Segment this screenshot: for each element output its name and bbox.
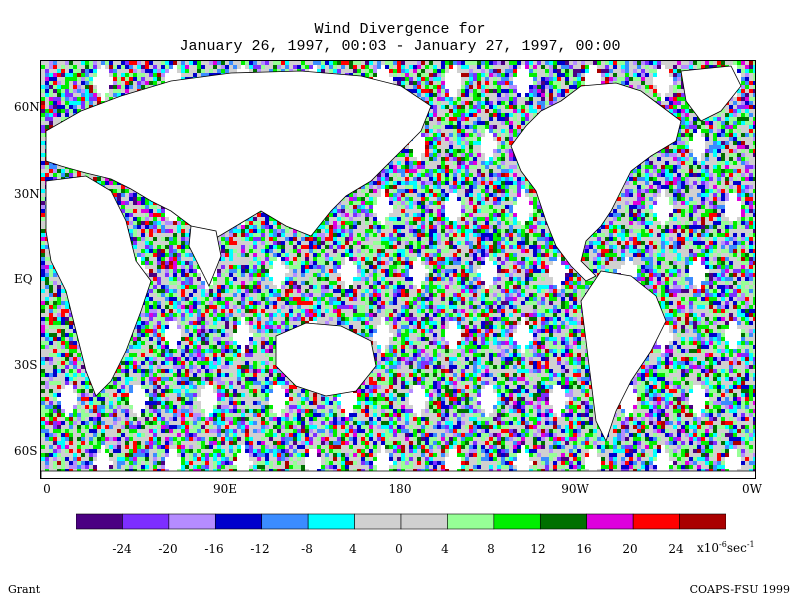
lon-label-0: 0 [43,482,51,496]
africa-outline [45,175,152,397]
scale-swatch [307,513,355,530]
lat-label-30s: 30S [14,358,38,372]
continent-outlines [41,65,755,478]
scale-swatch [493,513,541,530]
units-base: x10 [697,541,720,555]
scale-swatch [76,513,123,530]
scale-tick-label: 12 [530,542,546,556]
scale-tick-label: -24 [112,542,132,556]
organization-credit: COAPS-FSU 1999 [689,583,790,596]
lon-label-180: 180 [388,482,412,496]
scale-swatch [447,513,495,530]
scale-swatch [168,513,216,530]
lat-label-60n: 60N [14,100,40,114]
lat-label-60s: 60S [14,444,38,458]
lon-label-0w: 0W [742,482,762,496]
australia-outline [275,322,377,397]
scale-tick-label: 8 [487,542,495,556]
scale-tick-label: 4 [349,542,357,556]
map-title-line-1: Wind Divergence for [314,21,486,38]
scale-tick-label: 24 [668,542,684,556]
scale-swatch [632,513,680,530]
scale-tick-label: 0 [395,542,403,556]
units-per: sec [726,541,747,555]
scale-tick-label: 20 [622,542,638,556]
scale-tick-label: -20 [158,542,178,556]
units-per-exponent: -1 [746,540,755,549]
lat-label-eq: EQ [14,272,33,286]
lon-label-90w: 90W [561,482,589,496]
scale-tick-label: -12 [250,542,270,556]
scale-swatch [539,513,588,530]
world-map-panel [40,60,756,479]
color-scale-bar [76,513,726,530]
scale-tick-label: -8 [301,542,313,556]
author-credit: Grant [8,583,41,596]
scale-units: x10-6sec-1 [697,540,755,555]
north-america-outline [510,82,682,282]
scale-swatch [679,513,726,530]
scale-swatch [214,513,263,530]
units-exponent: -6 [719,540,727,549]
scale-tick-label: 4 [441,542,449,556]
scale-swatch [586,513,634,530]
scale-tick-label: 16 [576,542,592,556]
eurasia-outline [45,70,432,242]
map-title-line-2: January 26, 1997, 00:03 - January 27, 19… [179,38,621,55]
scale-swatch [261,513,309,530]
scale-swatch [122,513,170,530]
scale-swatch [354,513,402,530]
scale-swatch [400,513,448,530]
antarctica-outline [41,470,755,478]
scale-tick-label: -16 [204,542,224,556]
lat-label-30n: 30N [14,187,40,201]
greenland-outline [680,65,742,122]
lon-label-90e: 90E [212,482,238,496]
south-america-outline [580,270,667,443]
india-outline [188,225,222,287]
divergence-map-graphic [41,61,755,478]
